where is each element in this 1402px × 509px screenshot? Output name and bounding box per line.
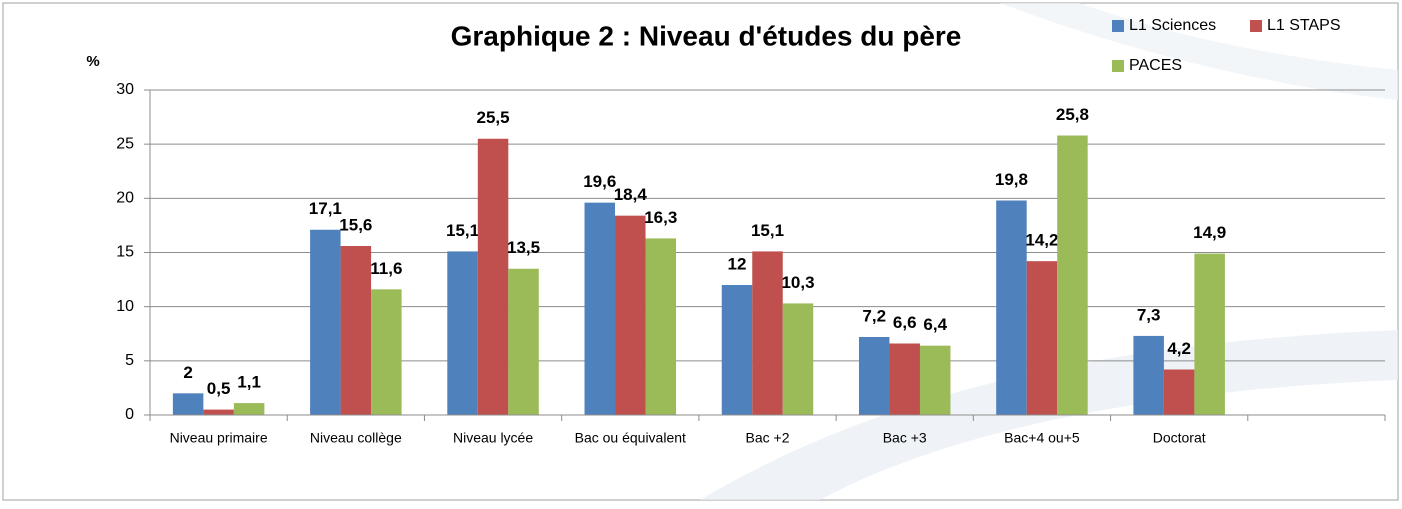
legend-swatch bbox=[1112, 20, 1124, 32]
data-label: 15,6 bbox=[339, 215, 372, 234]
decoration bbox=[1000, 3, 1398, 100]
data-label: 19,8 bbox=[995, 170, 1028, 189]
legend-label: L1 Sciences bbox=[1129, 17, 1216, 34]
data-label: 14,9 bbox=[1193, 223, 1226, 242]
bar bbox=[1194, 253, 1225, 415]
y-tick-label: 30 bbox=[116, 81, 134, 98]
data-label: 1,1 bbox=[237, 373, 261, 392]
x-tick-label: Bac ou équivalent bbox=[575, 430, 686, 446]
legend-swatch bbox=[1112, 60, 1124, 72]
frame bbox=[2, 2, 1399, 501]
y-tick-label: 15 bbox=[116, 244, 134, 261]
bar bbox=[919, 345, 951, 415]
data-label: 4,2 bbox=[1167, 339, 1191, 358]
data-label: 15,1 bbox=[751, 221, 784, 240]
bar bbox=[1026, 261, 1058, 415]
chart-title: Graphique 2 : Niveau d'études du père bbox=[451, 20, 962, 51]
y-tick-label: 5 bbox=[125, 352, 134, 369]
y-tick-label: 20 bbox=[116, 190, 134, 207]
y-tick-label: 0 bbox=[125, 406, 134, 423]
bar bbox=[721, 285, 753, 415]
data-label: 13,5 bbox=[507, 238, 540, 257]
bar bbox=[615, 215, 646, 415]
x-tick-label: Niveau collège bbox=[310, 430, 402, 446]
bar bbox=[1163, 369, 1195, 415]
x-tick-label: Niveau primaire bbox=[170, 430, 268, 446]
data-label: 14,2 bbox=[1025, 231, 1058, 250]
data-label: 25,8 bbox=[1056, 105, 1089, 124]
bar bbox=[645, 238, 677, 415]
y-tick-label: 25 bbox=[116, 135, 134, 152]
bar bbox=[340, 246, 372, 415]
x-tick-label: Bac+4 ou+5 bbox=[1004, 430, 1080, 446]
bar bbox=[203, 409, 234, 415]
data-label: 2 bbox=[183, 363, 192, 382]
x-tick-label: Bac +2 bbox=[746, 430, 790, 446]
bar bbox=[889, 343, 920, 415]
x-tick-label: Bac +3 bbox=[883, 430, 927, 446]
data-label: 25,5 bbox=[477, 108, 510, 127]
x-tick-label: Doctorat bbox=[1153, 430, 1206, 446]
data-label: 18,4 bbox=[614, 185, 648, 204]
bar bbox=[477, 138, 509, 415]
bar bbox=[584, 202, 616, 415]
y-axis-label: % bbox=[86, 53, 99, 70]
data-label: 15,1 bbox=[446, 221, 479, 240]
bar bbox=[233, 403, 265, 415]
data-label: 12 bbox=[728, 254, 747, 273]
bar bbox=[172, 393, 204, 415]
legend-label: PACES bbox=[1129, 57, 1182, 74]
data-label: 7,3 bbox=[1137, 305, 1161, 324]
bar bbox=[371, 289, 402, 415]
data-label: 6,4 bbox=[923, 315, 947, 334]
bar bbox=[447, 251, 478, 415]
legend-swatch bbox=[1250, 20, 1262, 32]
data-label: 10,3 bbox=[781, 273, 814, 292]
bar bbox=[782, 303, 814, 415]
bar bbox=[996, 200, 1027, 415]
data-label: 7,2 bbox=[862, 306, 886, 325]
data-label: 11,6 bbox=[370, 259, 402, 278]
bar bbox=[1133, 335, 1164, 415]
bar bbox=[310, 229, 341, 415]
data-label: 17,1 bbox=[309, 199, 342, 218]
data-label: 16,3 bbox=[644, 208, 677, 227]
bar bbox=[508, 268, 539, 415]
bar bbox=[752, 251, 783, 415]
data-label: 0,5 bbox=[207, 379, 231, 398]
bar bbox=[1057, 135, 1088, 415]
x-tick-label: Niveau lycée bbox=[453, 430, 533, 446]
data-label: 19,6 bbox=[583, 172, 616, 191]
legend-label: L1 STAPS bbox=[1267, 17, 1341, 34]
data-label: 6,6 bbox=[893, 313, 917, 332]
bar bbox=[858, 337, 890, 415]
y-tick-label: 10 bbox=[116, 298, 134, 315]
